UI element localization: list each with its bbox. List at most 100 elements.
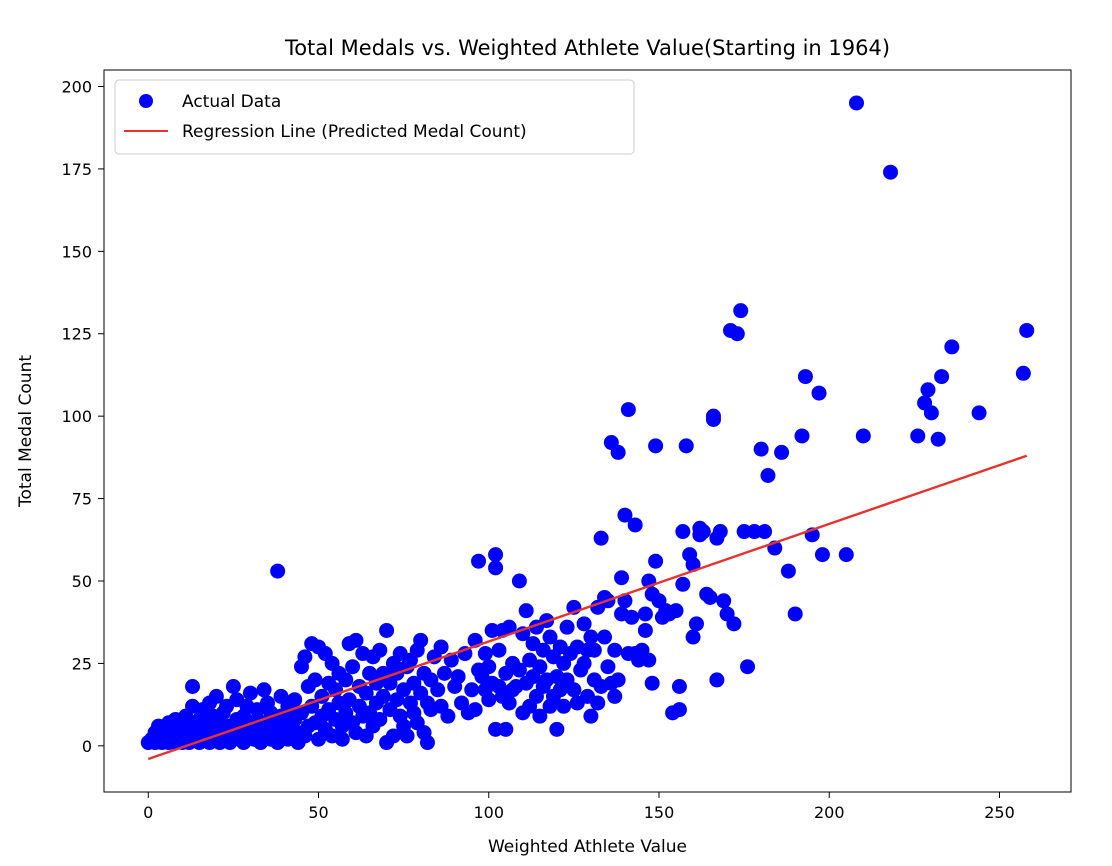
data-point bbox=[637, 606, 653, 622]
data-point bbox=[637, 622, 653, 638]
regression-line bbox=[147, 454, 1028, 761]
data-point bbox=[287, 692, 303, 708]
data-point bbox=[436, 665, 452, 681]
data-point bbox=[688, 616, 704, 632]
data-point bbox=[481, 659, 497, 675]
data-point bbox=[753, 441, 769, 457]
data-point bbox=[685, 557, 701, 573]
data-point bbox=[733, 303, 749, 319]
plot-area-frame bbox=[103, 69, 1072, 793]
data-point bbox=[780, 563, 796, 579]
data-point bbox=[481, 692, 497, 708]
data-point bbox=[542, 629, 558, 645]
data-point bbox=[923, 405, 939, 421]
data-point bbox=[1019, 322, 1035, 338]
data-point bbox=[971, 405, 987, 421]
data-point bbox=[702, 589, 718, 605]
regression-line-layer bbox=[147, 454, 1028, 761]
data-point bbox=[358, 685, 374, 701]
data-point bbox=[705, 408, 721, 424]
data-point bbox=[532, 708, 548, 724]
x-tick-label: 250 bbox=[984, 803, 1015, 822]
data-point bbox=[375, 688, 391, 704]
data-point bbox=[920, 382, 936, 398]
data-point bbox=[671, 702, 687, 718]
data-point bbox=[501, 695, 517, 711]
data-point bbox=[559, 619, 575, 635]
data-point bbox=[419, 735, 435, 751]
data-point bbox=[338, 672, 354, 688]
data-point bbox=[566, 682, 582, 698]
legend-label-actual-data: Actual Data bbox=[182, 92, 281, 112]
data-point bbox=[794, 428, 810, 444]
data-point bbox=[399, 728, 415, 744]
data-point bbox=[712, 524, 728, 540]
data-point bbox=[379, 622, 395, 638]
data-point bbox=[477, 646, 493, 662]
x-tick-label: 100 bbox=[473, 803, 504, 822]
data-point bbox=[225, 679, 241, 695]
x-tick-label: 200 bbox=[814, 803, 845, 822]
data-point bbox=[883, 164, 899, 180]
data-point bbox=[372, 711, 388, 727]
data-point bbox=[910, 428, 926, 444]
legend: Actual Data Regression Line (Predicted M… bbox=[114, 79, 635, 155]
data-point bbox=[464, 682, 480, 698]
data-point bbox=[576, 616, 592, 632]
y-tick-label: 100 bbox=[61, 407, 92, 426]
data-point bbox=[644, 675, 660, 691]
data-point bbox=[641, 652, 657, 668]
x-axis-label: Weighted Athlete Value bbox=[488, 837, 687, 857]
data-point bbox=[430, 682, 446, 698]
data-point bbox=[511, 573, 527, 589]
y-tick-label: 25 bbox=[72, 654, 92, 673]
data-point bbox=[675, 524, 691, 540]
data-point bbox=[488, 547, 504, 563]
data-point bbox=[185, 679, 201, 695]
data-point bbox=[208, 688, 224, 704]
data-point bbox=[498, 721, 514, 737]
data-point bbox=[1015, 365, 1031, 381]
data-point bbox=[590, 695, 606, 711]
data-point bbox=[345, 659, 361, 675]
data-point bbox=[372, 642, 388, 658]
data-point bbox=[934, 369, 950, 385]
legend-scatter-marker bbox=[139, 94, 153, 108]
data-point bbox=[797, 369, 813, 385]
data-point bbox=[256, 682, 272, 698]
data-point bbox=[760, 468, 776, 484]
data-point bbox=[668, 603, 684, 619]
data-point bbox=[440, 708, 456, 724]
y-tick-label: 200 bbox=[61, 77, 92, 96]
data-point bbox=[648, 438, 664, 454]
legend-label-regression-line: Regression Line (Predicted Medal Count) bbox=[182, 122, 527, 142]
data-point bbox=[787, 606, 803, 622]
data-point bbox=[848, 95, 864, 111]
data-point bbox=[855, 428, 871, 444]
data-point bbox=[838, 547, 854, 563]
data-point bbox=[617, 593, 633, 609]
data-point bbox=[471, 553, 487, 569]
data-point bbox=[678, 438, 694, 454]
data-point bbox=[518, 603, 534, 619]
data-point bbox=[709, 672, 725, 688]
data-point bbox=[726, 616, 742, 632]
data-point bbox=[675, 576, 691, 592]
x-tick-label: 50 bbox=[308, 803, 328, 822]
data-point bbox=[501, 619, 517, 635]
data-point bbox=[270, 563, 286, 579]
data-point bbox=[671, 679, 687, 695]
data-point bbox=[944, 339, 960, 355]
data-point bbox=[627, 517, 643, 533]
data-point bbox=[297, 649, 313, 665]
data-point bbox=[385, 728, 401, 744]
data-points bbox=[140, 95, 1035, 751]
data-point bbox=[348, 632, 364, 648]
y-tick-label: 0 bbox=[82, 737, 92, 756]
data-point bbox=[576, 655, 592, 671]
y-tick-label: 75 bbox=[72, 490, 92, 509]
data-point bbox=[685, 629, 701, 645]
y-tick-label: 150 bbox=[61, 242, 92, 261]
data-point bbox=[610, 444, 626, 460]
